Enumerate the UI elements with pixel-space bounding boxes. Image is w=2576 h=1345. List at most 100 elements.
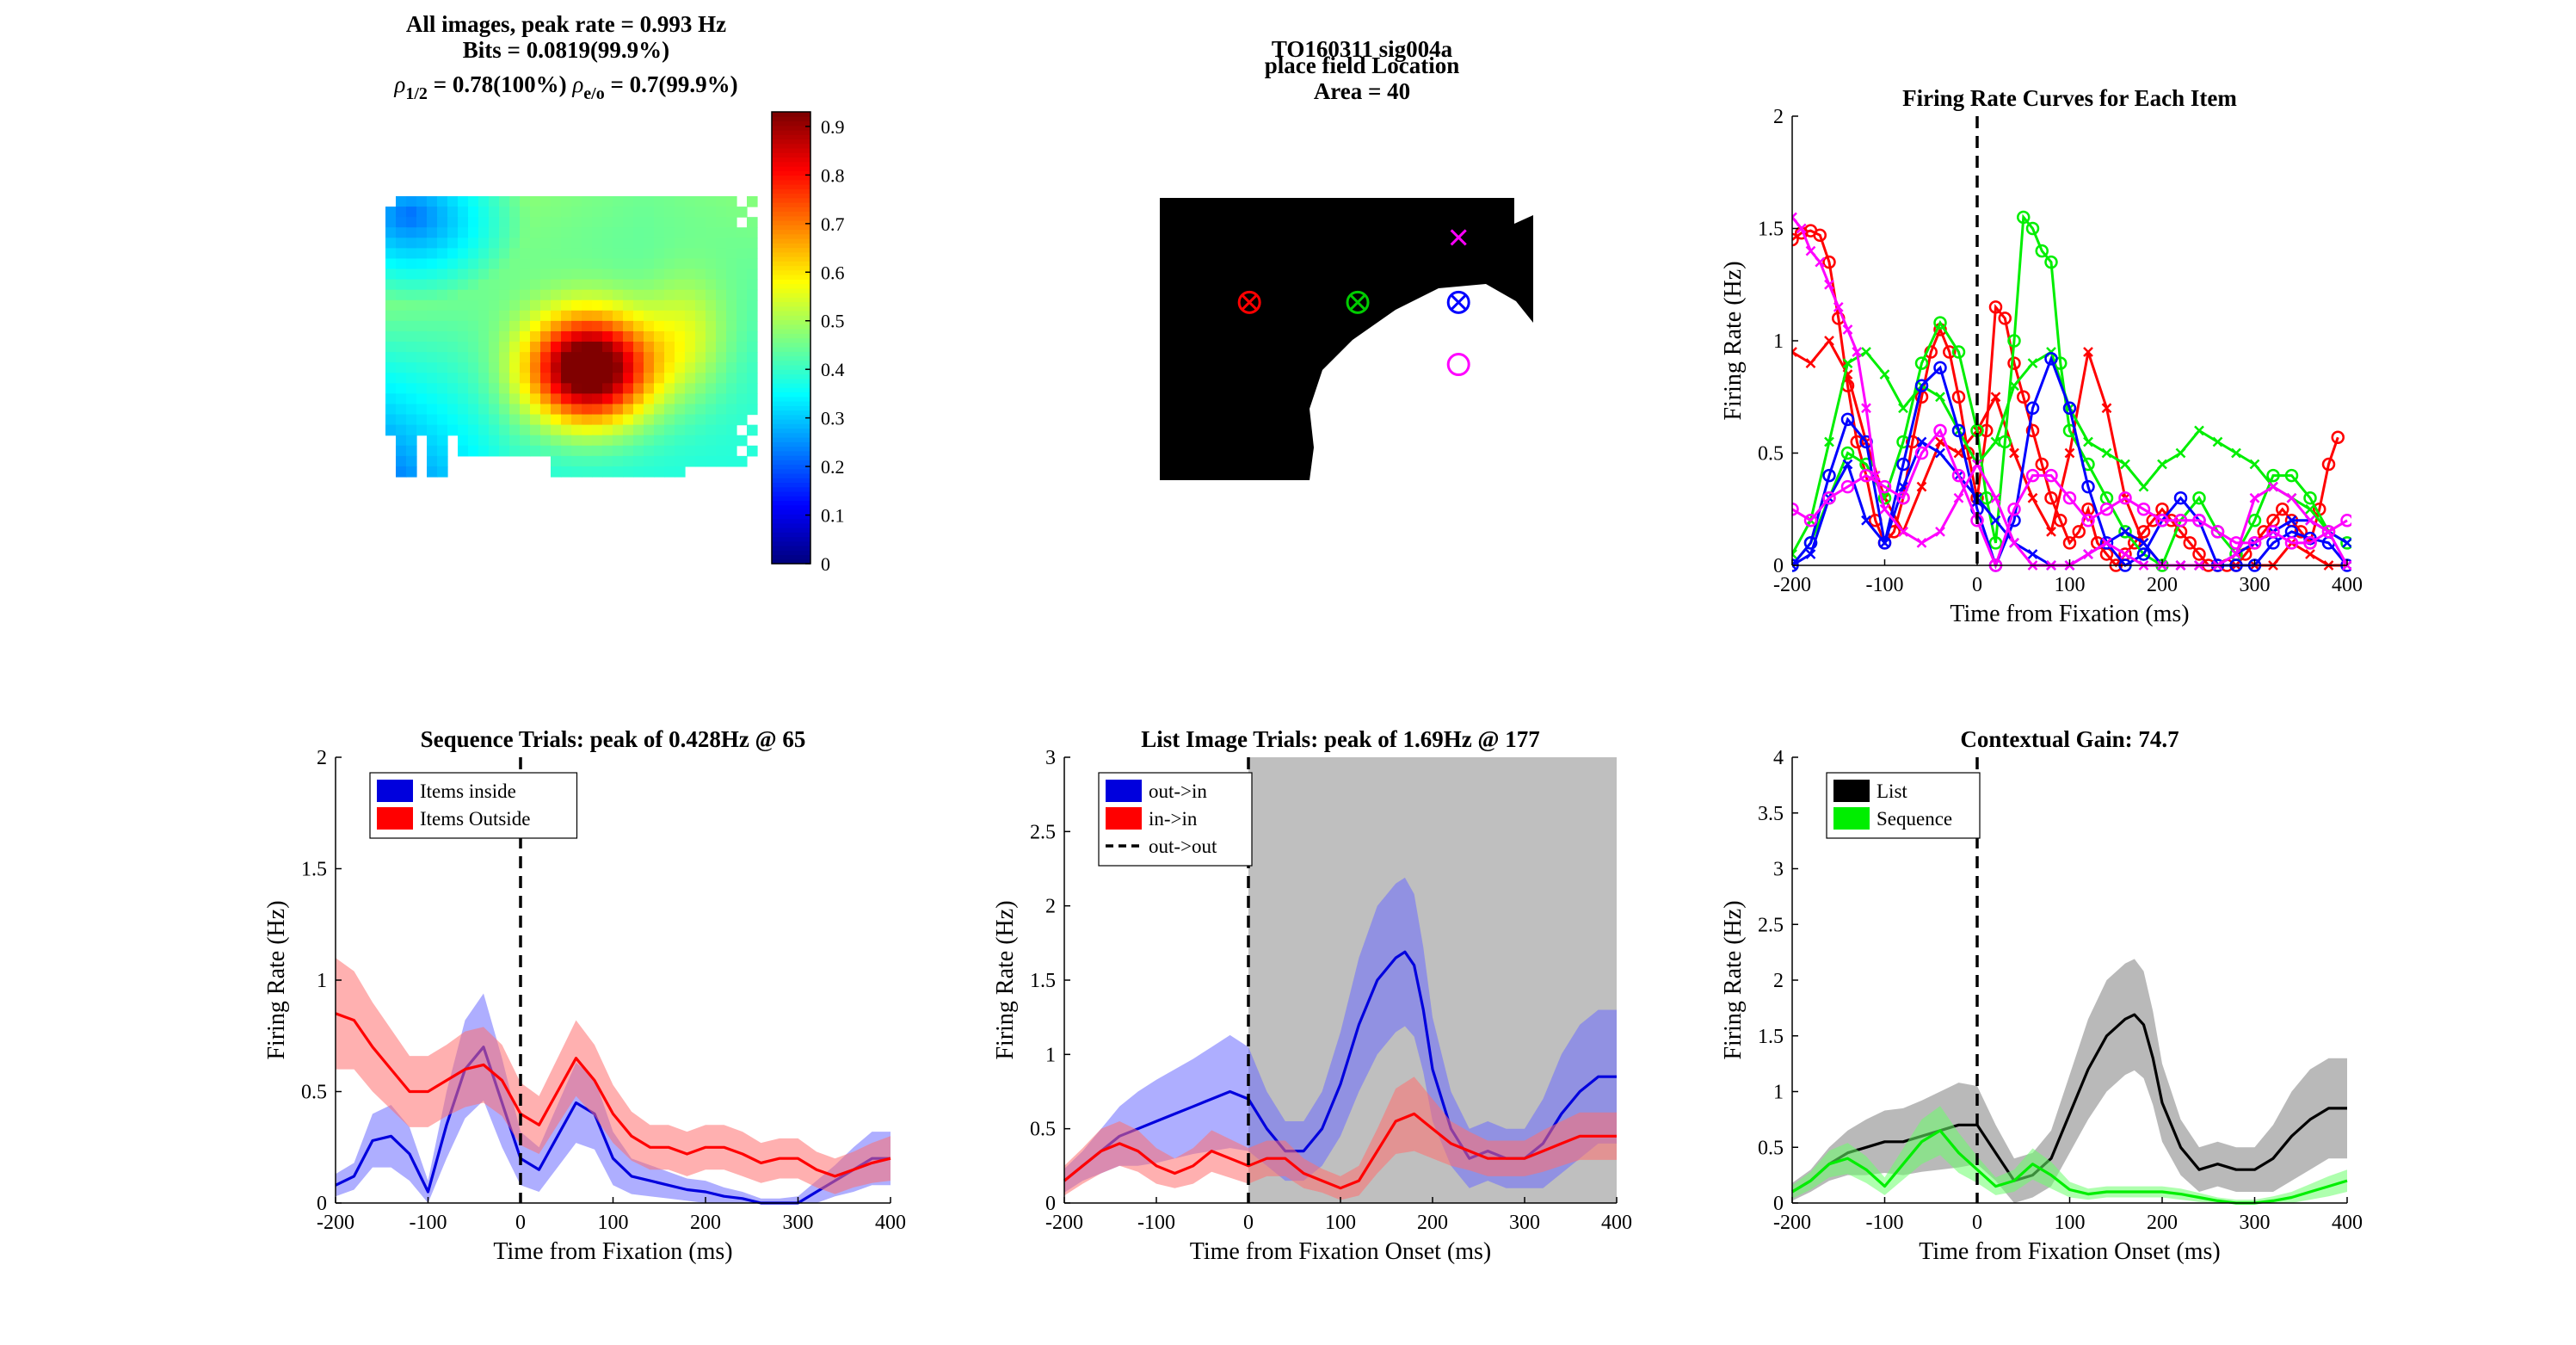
x-tick-label: -100	[1137, 1212, 1175, 1234]
item-series-7	[1792, 423, 2351, 572]
heatmap-cell	[571, 310, 582, 322]
heatmap-cell	[509, 330, 521, 342]
heatmap-cell	[675, 320, 686, 332]
heatmap-cell	[396, 217, 407, 228]
data-point	[2064, 447, 2075, 459]
data-point	[2027, 549, 2038, 559]
heatmap-cell	[706, 330, 717, 342]
colorbar-slice	[772, 504, 810, 510]
heatmap-cell	[571, 466, 582, 478]
heatmap-cell	[561, 196, 572, 207]
heatmap-cell	[540, 414, 552, 426]
heatmap-cell	[726, 310, 737, 322]
x-tick-label: 300	[2240, 1212, 2271, 1234]
heatmap-cell	[685, 299, 696, 312]
heatmap-cell	[520, 373, 531, 384]
heatmap-cell	[706, 414, 717, 426]
heatmap-cell	[416, 289, 428, 301]
data-point	[1842, 358, 1853, 368]
heatmap-cell	[406, 424, 417, 436]
heatmap-cell	[592, 289, 603, 301]
heatmap-cell	[478, 299, 490, 312]
heatmap-cell	[468, 330, 479, 342]
heatmap-cell	[623, 248, 634, 260]
colorbar-slice	[772, 184, 810, 189]
heatmap-cell	[437, 414, 448, 426]
data-point	[2044, 255, 2058, 269]
heatmap-cell	[654, 207, 665, 218]
heatmap-cell	[489, 289, 500, 301]
colorbar-slice	[772, 247, 810, 253]
heatmap-cell	[736, 320, 748, 332]
y-axis-label: Firing Rate (Hz)	[263, 900, 290, 1059]
heatmap-cell	[633, 352, 644, 363]
heatmap-cell	[458, 258, 469, 270]
heatmap-cell	[396, 445, 407, 457]
heatmap-cell	[458, 238, 469, 249]
data-point	[1852, 347, 1863, 357]
heatmap-cell	[478, 207, 490, 218]
heatmap-cell	[447, 196, 459, 207]
data-point	[2194, 425, 2204, 436]
placefield-marker	[1446, 353, 1470, 377]
heatmap-cell	[385, 330, 397, 342]
heatmap-cell	[633, 362, 644, 373]
data-point	[1990, 392, 2001, 403]
heatmap-cell	[468, 424, 479, 436]
heatmap-cell	[561, 320, 572, 332]
heatmap-cell	[716, 362, 727, 373]
heatmap-cell	[437, 217, 448, 228]
heatmap-cell	[664, 227, 675, 238]
data-point	[1879, 369, 1890, 380]
heatmap-cell	[427, 310, 438, 322]
data-point	[2305, 515, 2315, 526]
heatmap-cell	[540, 424, 552, 436]
heatmap-cell	[633, 383, 644, 395]
heatmap-cell	[540, 289, 552, 301]
heatmap-cell	[675, 455, 686, 467]
heatmap-cell	[736, 404, 748, 416]
heatmap-cell	[520, 435, 531, 447]
heatmap-cell	[685, 435, 696, 447]
heatmap-cell	[685, 455, 696, 467]
heatmap-cell	[396, 342, 407, 353]
heatmap-cell	[633, 455, 644, 467]
heatmap-cell	[644, 330, 655, 342]
heatmap-rho-line: ρ1/2 = 0.78(100%) ρe/o = 0.7(99.9%)	[393, 71, 737, 103]
rho-part-sub2: e/o	[583, 84, 604, 103]
heatmap-cell	[551, 373, 562, 384]
colorbar-slice	[772, 315, 810, 321]
heatmap-cell	[706, 393, 717, 405]
heatmap-cell	[551, 362, 562, 373]
heatmap-cell	[478, 310, 490, 322]
heatmap-cell	[416, 279, 428, 291]
heatmap-cell	[520, 445, 531, 457]
heatmap-cell	[406, 207, 417, 218]
heatmap-cell	[633, 466, 644, 478]
heatmap-cell	[520, 424, 531, 436]
heatmap-cell	[675, 424, 686, 436]
colorbar-slice	[772, 536, 810, 542]
heatmap-cell	[716, 227, 727, 238]
heatmap-cell	[540, 445, 552, 457]
legend-swatch	[377, 807, 413, 830]
heatmap-cell	[540, 352, 552, 363]
heatmap-cell	[633, 238, 644, 249]
heatmap-cell	[489, 414, 500, 426]
chart-title: List Image Trials: peak of 1.69Hz @ 177	[1141, 726, 1540, 752]
heatmap-cell	[468, 362, 479, 373]
heatmap-cell	[385, 342, 397, 353]
heatmap-cell	[736, 342, 748, 353]
heatmap-cell	[695, 258, 706, 270]
heatmap-cell	[613, 330, 624, 342]
heatmap-cell	[416, 258, 428, 270]
heatmap-cell	[509, 310, 521, 322]
heatmap-cell	[396, 196, 407, 207]
data-point	[2247, 536, 2262, 550]
heatmap-cell	[623, 289, 634, 301]
y-tick-label: 2	[1773, 970, 1784, 992]
data-point	[1805, 245, 1816, 256]
x-tick-label: 100	[598, 1212, 629, 1234]
heatmap-cell	[685, 279, 696, 291]
heatmap-cell	[675, 414, 686, 426]
